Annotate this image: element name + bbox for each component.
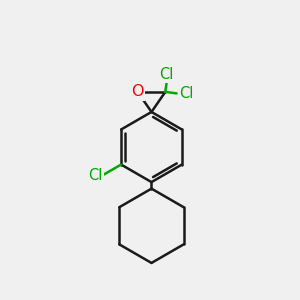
Text: O: O xyxy=(131,84,144,99)
Text: Cl: Cl xyxy=(160,67,174,82)
Text: Cl: Cl xyxy=(88,168,102,183)
Text: Cl: Cl xyxy=(179,86,194,101)
